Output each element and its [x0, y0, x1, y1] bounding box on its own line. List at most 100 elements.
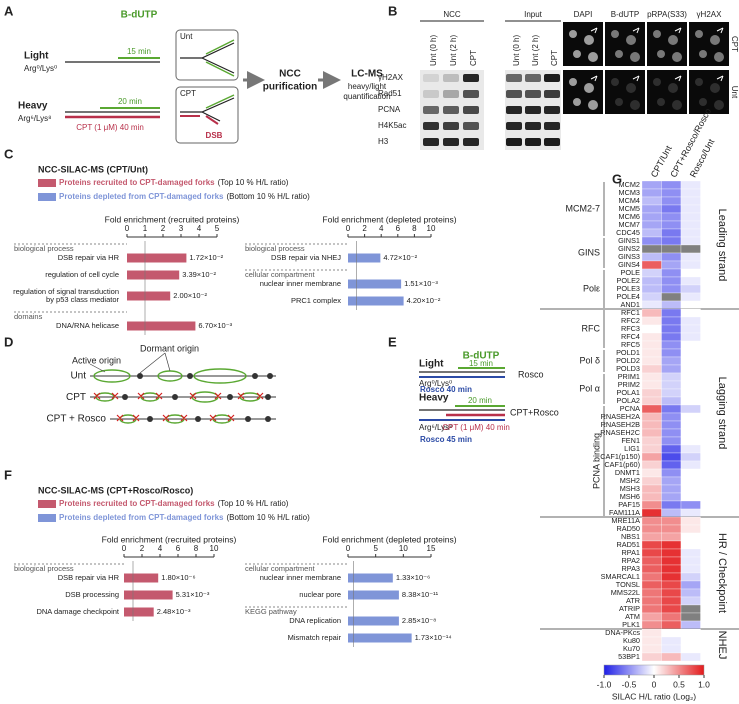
panel-d-diagram-part-part: [265, 394, 271, 400]
nucleus: [657, 98, 665, 106]
lane-label: Unt (0 h): [512, 35, 521, 66]
row-label: GINS1: [618, 236, 640, 245]
panel-d-diagram: [89, 352, 276, 424]
category-label: PRC1 complex: [291, 296, 341, 305]
blot-band: [506, 90, 522, 98]
section-label: biological process: [245, 244, 305, 253]
heatmap-cell: [661, 316, 682, 326]
heatmap-cell: [641, 628, 662, 638]
panel-d-diagram-part: [119, 414, 137, 424]
label-bdutp: B-dUTP: [463, 351, 500, 362]
row-label: MCM6: [619, 212, 641, 221]
panel-d-diagram-part-part: [147, 416, 153, 422]
row-label: RPA1: [621, 548, 640, 557]
heatmap-cell: [661, 508, 682, 518]
row-label: TONSL: [616, 580, 640, 589]
heatmap-cell: [641, 300, 662, 310]
row-label: MMS22L: [611, 588, 640, 597]
nucleus: [615, 50, 623, 58]
blot-band: [525, 122, 541, 130]
label-ncc: NCC: [279, 69, 301, 80]
heatmap-cell: [641, 596, 662, 606]
legend-label: Proteins recruited to CPT-damaged forks: [59, 178, 215, 187]
x-tick-label: 10: [399, 544, 408, 553]
heatmap-cell: [661, 348, 682, 358]
stain-label: B-dUTP: [611, 10, 639, 19]
row-label: MCM5: [619, 204, 641, 213]
heatmap-cell: [661, 188, 682, 198]
value-label: 6.70×10⁻³: [198, 321, 232, 330]
section-label: Leading strand: [716, 209, 728, 282]
value-label: 1.73×10⁻¹⁴: [415, 633, 452, 642]
row-label: ATM: [625, 612, 640, 621]
bar: [348, 633, 412, 643]
heatmap-cell: [680, 580, 701, 590]
nucleus: [710, 35, 720, 45]
heatmap-cell: [661, 636, 682, 646]
nucleus: [653, 78, 661, 86]
nucleus: [588, 100, 598, 110]
heatmap-cell: [680, 268, 701, 278]
row-label: ATRIP: [619, 604, 640, 613]
heatmap-cell: [680, 348, 701, 358]
heatmap-cell: [680, 188, 701, 198]
heatmap-cell: [661, 452, 682, 462]
blot-band: [443, 138, 459, 146]
bar: [124, 573, 159, 583]
x-tick-label: 0: [122, 544, 127, 553]
label-rosco: Rosco 45 min: [420, 435, 472, 444]
label-box: CPT: [180, 89, 196, 98]
panel-title: NCC-SILAC-MS (CPT+Rosco/Rosco): [38, 485, 193, 495]
heatmap-cell: [641, 460, 662, 470]
heatmap-cell: [680, 620, 701, 630]
blot-band: [506, 106, 522, 114]
arrow: [590, 75, 598, 82]
heatmap-cell: [680, 372, 701, 382]
label-condition: CPT+Rosco: [510, 407, 559, 417]
blot-band: [506, 122, 522, 130]
row-label: MRE11A: [611, 516, 640, 525]
lane-label: Unt (0 h): [429, 35, 438, 66]
category-label: DNA/RNA helicase: [56, 321, 119, 330]
row-label: GINS3: [618, 252, 640, 261]
nucleus: [699, 50, 707, 58]
heatmap-cell: [641, 484, 662, 494]
heatmap-cell: [661, 196, 682, 206]
row-label: RPA3: [621, 564, 640, 573]
panel-letter: C: [4, 146, 14, 161]
value-label: 5.31×10⁻³: [176, 590, 210, 599]
row-label: POLD3: [616, 364, 640, 373]
blot-band: [443, 106, 459, 114]
panel-title: NCC-SILAC-MS (CPT/Unt): [38, 164, 148, 174]
panel-d-diagram-part: [165, 414, 185, 424]
heatmap-cell: [641, 572, 662, 582]
nucleus: [611, 78, 619, 86]
panel-d-diagram-part: [89, 352, 171, 374]
label-condition: Rosco: [518, 369, 544, 379]
heatmap-cell: [641, 452, 662, 462]
section-label: cellular compartment: [245, 564, 316, 573]
x-tick-label: 4: [379, 224, 384, 233]
legend-swatch: [38, 500, 56, 508]
heatmap-cell: [661, 444, 682, 454]
heatmap-cell: [661, 396, 682, 406]
heatmap-cell: [661, 276, 682, 286]
heatmap-cell: [680, 428, 701, 438]
condition-label: Unt: [730, 86, 739, 99]
nucleus: [710, 83, 720, 93]
heatmap-cell: [680, 540, 701, 550]
value-label: 3.39×10⁻²: [182, 270, 216, 279]
bar: [348, 590, 399, 600]
label-box: Unt: [180, 32, 193, 41]
heatmap-cell: [641, 340, 662, 350]
heatmap-cell: [661, 220, 682, 230]
heatmap-cell: [641, 292, 662, 302]
section-label: HR / Checkpoint: [716, 533, 728, 613]
nucleus: [626, 83, 636, 93]
bar: [124, 590, 173, 600]
row-label: DNA-PKcs: [605, 628, 640, 637]
heatmap-cell: [680, 572, 701, 582]
heatmap-cell: [641, 476, 662, 486]
heatmap-cell: [661, 284, 682, 294]
